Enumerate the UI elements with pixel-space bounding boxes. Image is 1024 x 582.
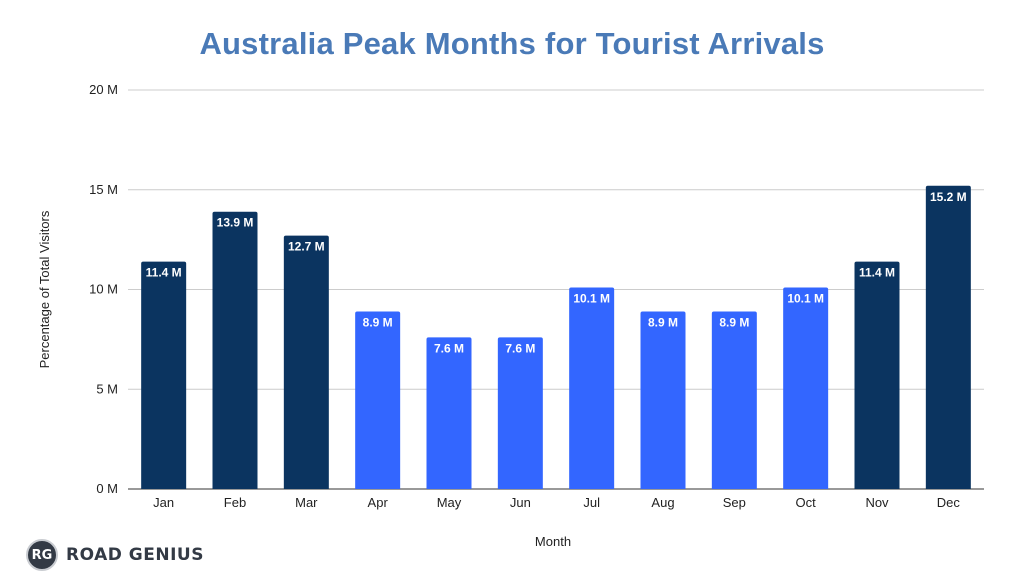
x-tick-label: Nov xyxy=(865,495,889,510)
y-tick-label: 10 M xyxy=(89,282,118,297)
bar xyxy=(925,185,971,489)
bar-data-label: 11.4 M xyxy=(146,266,182,280)
bar xyxy=(212,211,258,489)
x-axis-ticks: Jan Feb Mar Apr May Jun Jul Aug Sep Oct Nov Dec xyxy=(153,495,960,510)
bar-data-label: 7.6 M xyxy=(434,341,464,355)
bar xyxy=(283,235,329,489)
road-genius-logo: RG ROAD GENIUS xyxy=(26,538,204,572)
bar-data-label: 8.9 M xyxy=(648,315,678,329)
x-tick-label: Apr xyxy=(368,495,389,510)
gridlines xyxy=(128,89,984,490)
x-tick-label: Oct xyxy=(796,495,817,510)
y-tick-label: 20 M xyxy=(89,82,118,97)
bar xyxy=(711,311,757,489)
x-tick-label: Mar xyxy=(295,495,318,510)
bar xyxy=(141,261,187,489)
y-axis-label: Percentage of Total Visitors xyxy=(37,210,52,368)
bar-data-label: 12.7 M xyxy=(288,240,325,254)
x-tick-label: Aug xyxy=(651,495,674,510)
bar-data-label: 7.6 M xyxy=(505,341,535,355)
bar-data-label: 11.4 M xyxy=(859,266,895,280)
bars: 11.4 M 13.9 M 12.7 M 8.9 M 7.6 M 7.6 M 10.1 M 8… xyxy=(141,185,971,489)
logo-text: ROAD GENIUS xyxy=(66,545,204,565)
bar-data-label: 8.9 M xyxy=(719,315,749,329)
x-tick-label: Jun xyxy=(510,495,531,510)
y-tick-label: 0 M xyxy=(96,481,118,496)
bar xyxy=(569,287,615,489)
x-tick-label: May xyxy=(437,495,462,510)
bar-data-label: 8.9 M xyxy=(363,315,393,329)
bar-data-label: 10.1 M xyxy=(573,292,610,306)
x-tick-label: Dec xyxy=(937,495,961,510)
x-tick-label: Jul xyxy=(583,495,600,510)
bar-data-label: 10.1 M xyxy=(787,292,824,306)
bar xyxy=(497,337,543,489)
x-tick-label: Sep xyxy=(723,495,746,510)
bar xyxy=(640,311,686,489)
bar xyxy=(426,337,472,489)
bar-data-label: 15.2 M xyxy=(930,190,967,204)
bar xyxy=(783,287,829,489)
logo-badge-icon: RG xyxy=(26,539,58,571)
chart-title: Australia Peak Months for Tourist Arriva… xyxy=(199,26,825,61)
x-axis-label: Month xyxy=(535,534,571,549)
x-tick-label: Feb xyxy=(224,495,246,510)
y-axis-ticks: 0 M 5 M 10 M 15 M 20 M xyxy=(89,82,118,496)
bar xyxy=(854,261,900,489)
y-tick-label: 15 M xyxy=(89,182,118,197)
x-tick-label: Jan xyxy=(153,495,174,510)
bar-data-label: 13.9 M xyxy=(217,216,254,230)
bar xyxy=(355,311,401,489)
y-tick-label: 5 M xyxy=(96,381,118,396)
